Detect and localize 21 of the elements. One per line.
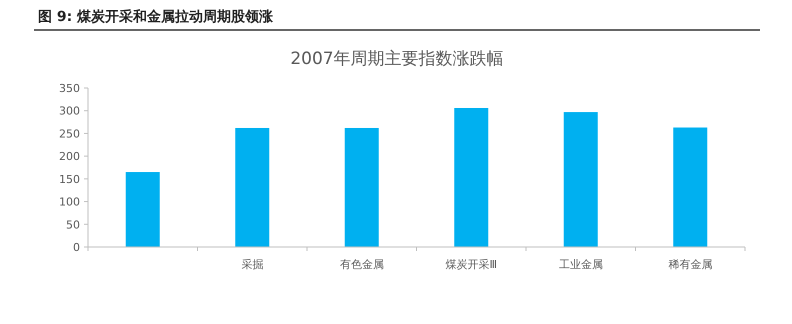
y-tick-label: 200 (59, 150, 80, 164)
y-tick-label: 350 (59, 82, 80, 95)
bar (454, 108, 488, 247)
x-tick-label: 工业金属 (558, 258, 603, 271)
bar (564, 112, 598, 247)
x-tick-label: 煤炭开采Ⅲ (445, 258, 498, 271)
y-tick-label: 250 (59, 127, 80, 140)
x-tick-label: 稀有金属 (668, 258, 712, 271)
y-tick-label: 50 (66, 218, 80, 232)
bar (673, 128, 708, 247)
x-tick-label: 有色金属 (340, 258, 384, 271)
y-tick-label: 300 (59, 104, 80, 118)
x-tick-label: 采掘 (241, 258, 264, 271)
bar (235, 128, 270, 247)
chart-subtitle: 2007年周期主要指数涨跌幅 (290, 49, 504, 69)
bar (344, 128, 379, 247)
y-tick-label: 0 (73, 241, 80, 254)
y-tick-label: 150 (59, 172, 80, 186)
chart-title: 图 9: 煤炭开采和金属拉动周期股领涨 (38, 9, 274, 25)
bar (126, 172, 160, 247)
y-tick-label: 100 (59, 196, 80, 209)
